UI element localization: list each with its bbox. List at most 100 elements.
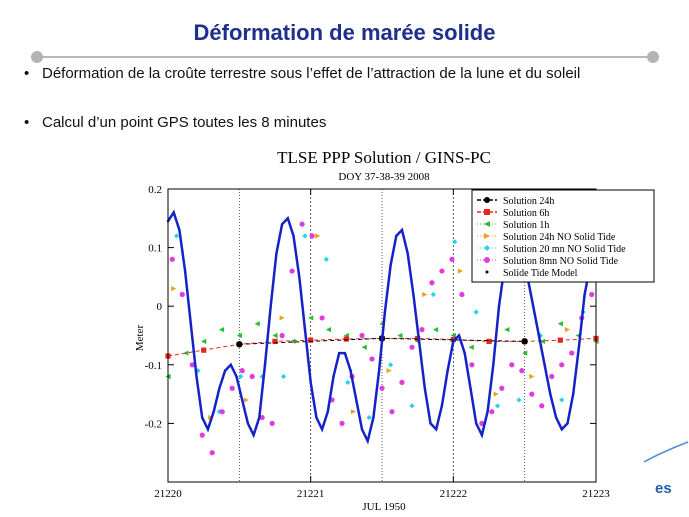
data-point — [452, 239, 457, 244]
legend-label: Solution 6h — [503, 208, 549, 219]
data-point — [509, 362, 514, 367]
data-point — [292, 235, 294, 237]
data-point — [561, 428, 563, 430]
data-point — [401, 229, 403, 231]
data-point — [287, 217, 289, 219]
data-point — [429, 280, 434, 285]
data-point — [195, 375, 197, 377]
data-point — [281, 223, 283, 225]
data-point — [469, 362, 474, 367]
data-point — [486, 339, 491, 344]
data-point — [458, 268, 463, 273]
data-point — [339, 421, 344, 426]
data-point — [549, 374, 554, 379]
data-point — [236, 341, 242, 347]
data-point — [431, 292, 436, 297]
data-point — [344, 336, 349, 341]
data-point — [433, 327, 438, 332]
data-point — [224, 369, 226, 371]
data-point — [572, 393, 574, 395]
data-point — [247, 422, 249, 424]
data-point — [218, 387, 220, 389]
data-point — [212, 410, 214, 412]
data-point — [516, 397, 521, 402]
data-point — [201, 348, 206, 353]
data-point — [309, 381, 311, 383]
legend-label: Solution 24h NO Solid Tide — [503, 232, 616, 243]
x-tick-label: 21223 — [582, 488, 610, 500]
data-point — [424, 387, 426, 389]
data-point — [309, 233, 314, 238]
data-point — [345, 380, 350, 385]
y-tick-label: 0.1 — [148, 243, 162, 255]
data-point — [578, 346, 580, 348]
data-point — [435, 428, 437, 430]
data-point — [304, 328, 306, 330]
legend-label: Solution 20 mn NO Solid Tide — [503, 244, 626, 255]
data-point — [583, 293, 585, 295]
data-point — [549, 393, 551, 395]
data-point — [498, 305, 500, 307]
data-point — [361, 428, 363, 430]
data-point — [210, 450, 215, 455]
data-point — [315, 416, 317, 418]
data-point — [280, 315, 285, 320]
data-point — [446, 369, 448, 371]
data-point — [180, 292, 185, 297]
data-point — [384, 311, 386, 313]
chart-subtitle: DOY 37-38-39 2008 — [338, 171, 430, 183]
data-point — [418, 340, 420, 342]
data-point — [372, 416, 374, 418]
x-axis-label: JUL 1950 — [362, 501, 406, 513]
data-point — [349, 369, 351, 371]
data-point — [367, 440, 369, 442]
data-point — [474, 309, 479, 314]
data-point — [449, 257, 454, 262]
data-point — [458, 334, 460, 336]
data-point — [178, 229, 180, 231]
data-point — [469, 345, 474, 350]
data-point — [230, 386, 235, 391]
data-point — [298, 276, 300, 278]
chart-title: TLSE PPP Solution / GINS-PC — [277, 148, 491, 167]
y-axis-label: Meter — [134, 325, 146, 352]
data-point — [308, 315, 313, 320]
data-point — [532, 305, 534, 307]
data-point — [569, 350, 574, 355]
data-point — [290, 268, 295, 273]
data-point — [321, 428, 323, 430]
data-point — [369, 356, 374, 361]
data-point — [529, 374, 534, 379]
data-point — [250, 374, 255, 379]
data-point — [326, 327, 331, 332]
data-point — [332, 375, 334, 377]
data-point — [264, 364, 266, 366]
data-point — [422, 292, 427, 297]
data-point — [406, 252, 408, 254]
x-tick-label: 21220 — [154, 488, 182, 500]
data-point — [464, 352, 466, 354]
data-point — [379, 386, 384, 391]
data-point — [362, 345, 367, 350]
data-point — [235, 375, 237, 377]
data-point — [252, 434, 254, 436]
data-point — [388, 362, 393, 367]
legend-label: Solide Tide Model — [503, 268, 578, 279]
data-point — [481, 434, 483, 436]
data-point — [399, 380, 404, 385]
data-point — [555, 416, 557, 418]
data-point — [290, 339, 295, 344]
data-point — [387, 368, 392, 373]
data-point — [539, 403, 544, 408]
x-tick-label: 21222 — [440, 488, 468, 500]
data-point — [338, 352, 340, 354]
data-point — [240, 368, 245, 373]
data-point — [207, 428, 209, 430]
data-point — [459, 292, 464, 297]
data-point — [389, 264, 391, 266]
data-point — [565, 327, 570, 332]
data-point — [389, 409, 394, 414]
data-point — [219, 327, 224, 332]
data-point — [429, 422, 431, 424]
data-point — [174, 233, 179, 238]
